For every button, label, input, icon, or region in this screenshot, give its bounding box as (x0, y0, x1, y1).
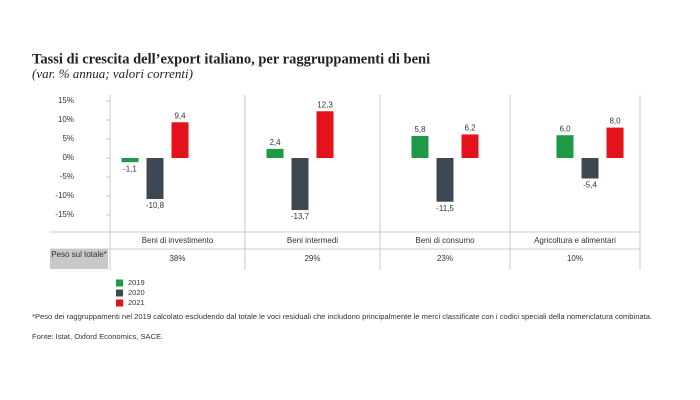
category-label: Beni intermedi (287, 236, 338, 245)
bar (121, 158, 139, 163)
value-label: 6,2 (464, 124, 476, 133)
legend-swatch (116, 279, 123, 287)
bar (146, 158, 164, 200)
y-tick-label: 10% (58, 115, 74, 124)
weight-cell: 38% (169, 254, 185, 263)
value-label: 12,3 (317, 100, 333, 109)
category-label: Beni di investimento (142, 236, 214, 245)
bar (606, 127, 624, 158)
row-header-box (50, 249, 108, 269)
legend-label: 2020 (128, 288, 145, 297)
value-label: -11,5 (436, 204, 454, 213)
y-tick-label: 5% (62, 134, 74, 143)
row-header-text: Peso sul totale* (51, 250, 107, 259)
y-tick-label: 0% (62, 153, 74, 162)
value-label: 8,0 (609, 117, 621, 126)
bar (291, 158, 309, 211)
legend-swatch (116, 299, 123, 307)
y-tick-label: -5% (60, 172, 74, 181)
footnote-text: *Peso dei raggruppamenti nel 2019 calcol… (32, 312, 653, 321)
y-tick-label: 15% (58, 96, 74, 105)
value-label: 5,8 (414, 125, 426, 134)
bar (316, 111, 334, 158)
value-label: 9,4 (174, 111, 186, 120)
category-label: Agricoltura e alimentari (534, 236, 616, 245)
y-tick-label: -15% (55, 210, 74, 219)
legend-swatch (116, 289, 123, 297)
bar (266, 148, 284, 158)
weight-cell: 29% (304, 254, 320, 263)
weight-cell: 10% (567, 254, 583, 263)
bar (461, 134, 479, 158)
value-label: -13,7 (291, 212, 310, 221)
y-tick-label: -10% (55, 191, 74, 200)
bar (436, 158, 454, 202)
bar (556, 135, 574, 158)
value-label: 2,4 (269, 138, 281, 147)
bar (581, 158, 599, 179)
value-label: -5,4 (583, 181, 597, 190)
value-label: 6,0 (559, 124, 571, 133)
footnote: *Peso dei raggruppamenti nel 2019 calcol… (32, 312, 653, 321)
legend-label: 2019 (128, 278, 145, 287)
category-label: Beni di consumo (415, 236, 475, 245)
row-header: Peso sul totale* (51, 250, 107, 259)
weight-cell: 23% (437, 254, 453, 263)
bar (411, 135, 429, 158)
source: Fonte: Istat, Oxford Economics, SACE. (32, 332, 163, 341)
legend-label: 2021 (128, 298, 145, 307)
value-label: -1,1 (123, 164, 137, 173)
chart-subtitle: (var. % annua; valori correnti) (32, 66, 193, 81)
chart-title: Tassi di crescita dell’export italiano, … (32, 51, 430, 67)
bar (171, 122, 189, 158)
value-label: -10,8 (146, 201, 165, 210)
